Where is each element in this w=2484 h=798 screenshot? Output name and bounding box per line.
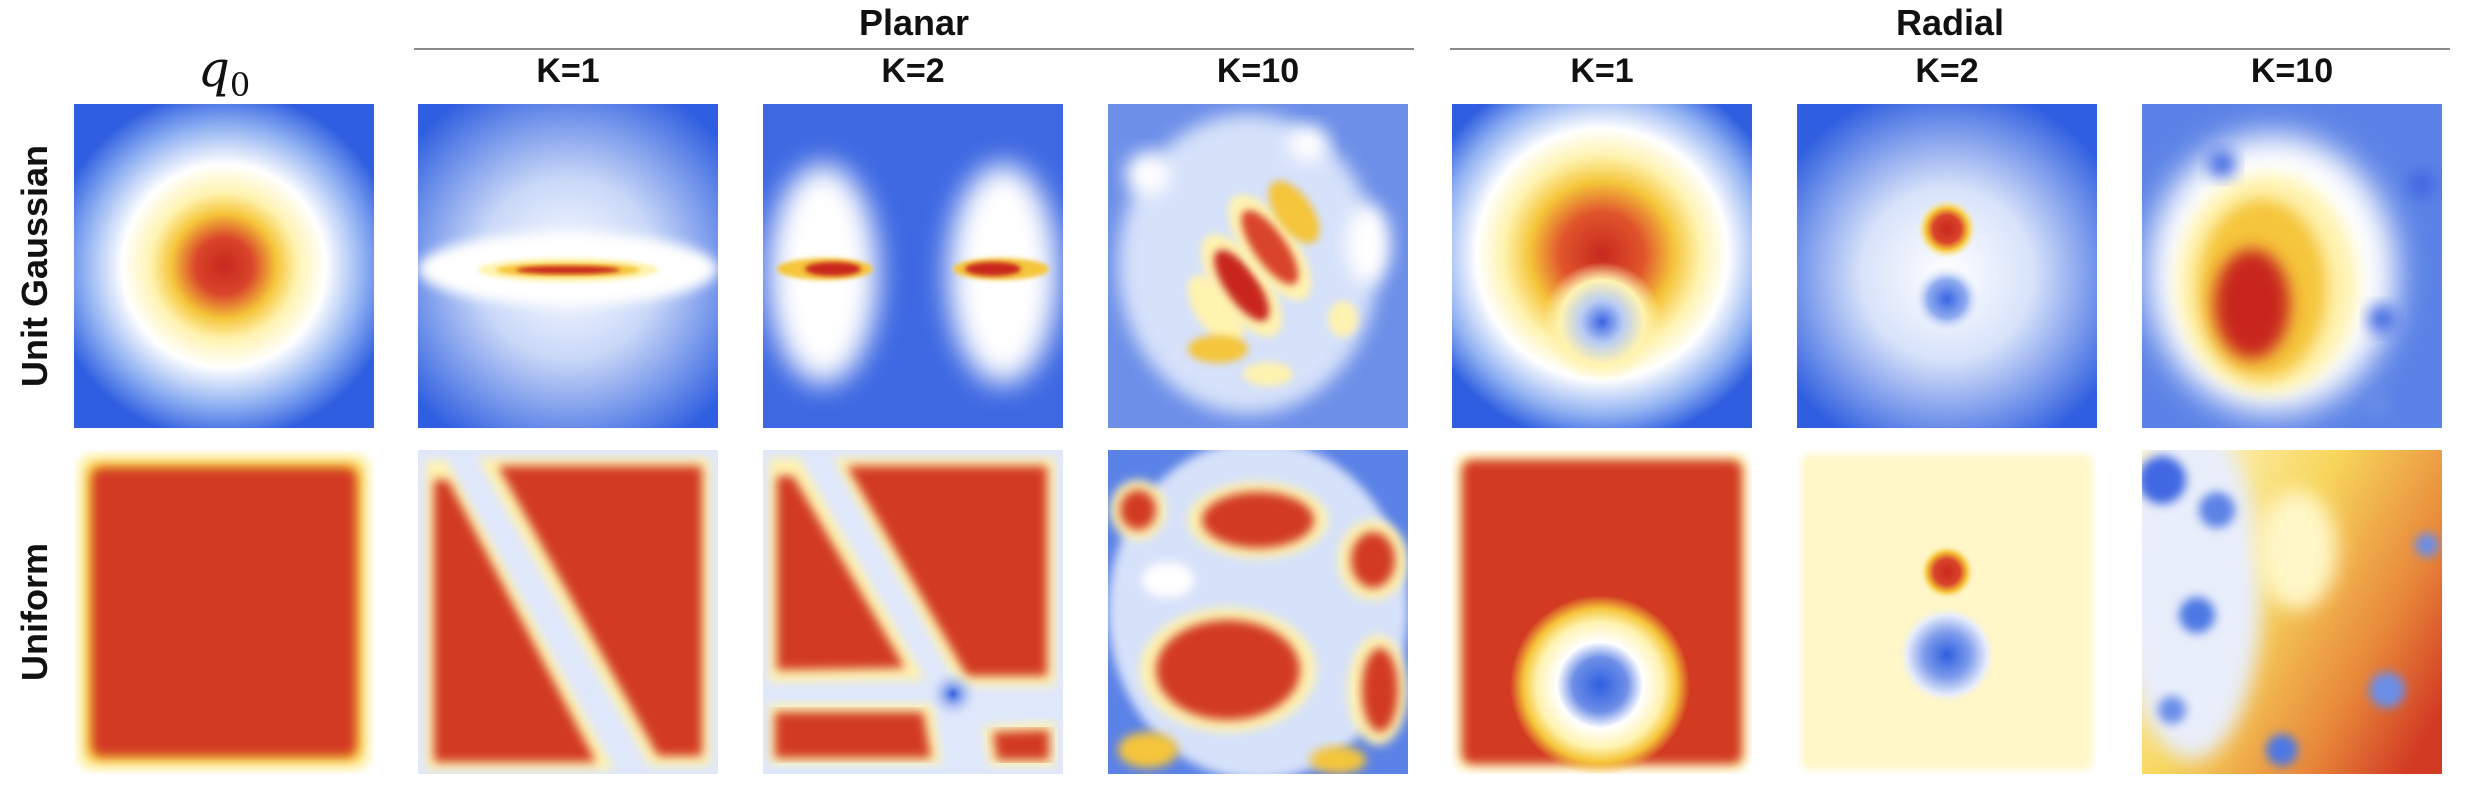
panel-uniform-planar-k1 — [418, 450, 718, 774]
panel-gaussian-radial-k2 — [1797, 104, 2097, 428]
col-label-radial-k1: K=1 — [1570, 52, 1634, 90]
col-label-planar-k1: K=1 — [536, 52, 600, 90]
panel-uniform-planar-k2 — [763, 450, 1063, 774]
row-label-uniform: Uniform — [0, 450, 70, 774]
q0-subscript: 0 — [229, 66, 251, 104]
panel-gaussian-planar-k2 — [763, 104, 1063, 428]
panel-uniform-planar-k10 — [1108, 450, 1408, 774]
group-title-planar: Planar — [858, 2, 970, 43]
group-rule-radial — [1450, 48, 2450, 50]
panel-gaussian-radial-k10 — [2142, 104, 2442, 428]
col-label-radial-k2: K=2 — [1915, 52, 1979, 90]
col-label-planar-k2: K=2 — [881, 52, 945, 90]
panel-uniform-radial-k10 — [2142, 450, 2442, 774]
q0-label: q0 — [197, 40, 251, 104]
panel-gaussian-q0 — [74, 104, 374, 428]
group-title-radial: Radial — [1895, 2, 2005, 43]
panel-uniform-radial-k1 — [1452, 450, 1752, 774]
col-label-planar-k10: K=10 — [1216, 52, 1300, 90]
panel-uniform-q0 — [74, 450, 374, 774]
panel-gaussian-planar-k10 — [1108, 104, 1408, 428]
row-label-gaussian-text: Unit Gaussian — [14, 144, 55, 388]
row-label-uniform-text: Uniform — [14, 543, 55, 681]
row-label-gaussian: Unit Gaussian — [0, 104, 70, 428]
col-label-radial-k10: K=10 — [2250, 52, 2334, 90]
group-rule-planar — [414, 48, 1414, 50]
panel-gaussian-radial-k1 — [1452, 104, 1752, 428]
panel-gaussian-planar-k1 — [418, 104, 718, 428]
panel-uniform-radial-k2 — [1797, 450, 2097, 774]
